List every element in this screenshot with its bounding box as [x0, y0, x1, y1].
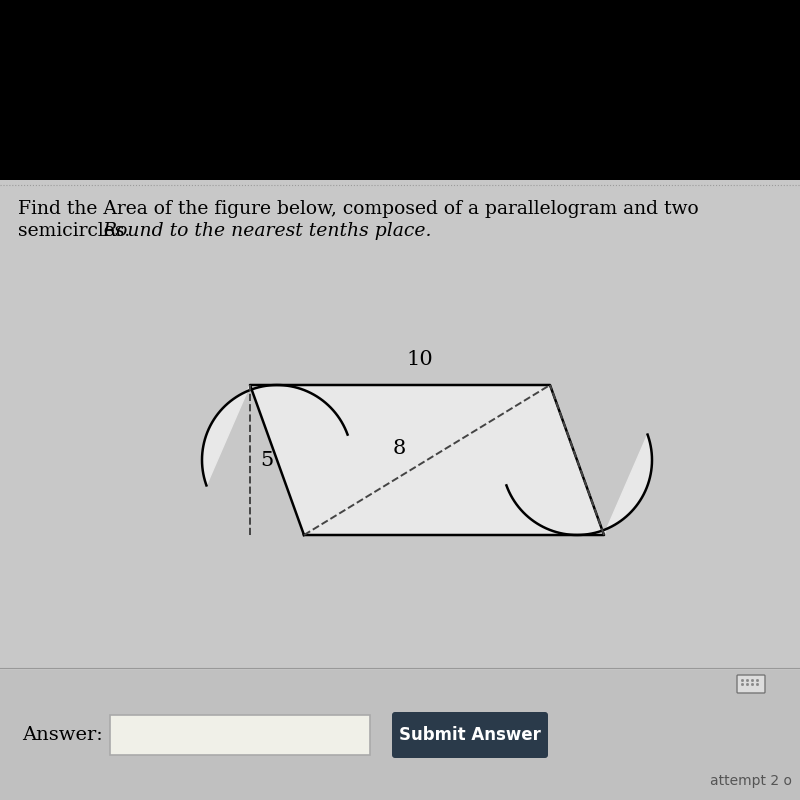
Text: 10: 10 — [406, 350, 434, 369]
Text: semicircles.: semicircles. — [18, 222, 136, 240]
Polygon shape — [250, 385, 604, 535]
Polygon shape — [506, 434, 652, 535]
Text: Find the Area of the figure below, composed of a parallelogram and two: Find the Area of the figure below, compo… — [18, 200, 698, 218]
Text: attempt 2 o: attempt 2 o — [710, 774, 792, 788]
Text: 5: 5 — [260, 450, 274, 470]
FancyBboxPatch shape — [737, 675, 765, 693]
Bar — [0, 0, 800, 180]
Text: Submit Answer: Submit Answer — [399, 726, 541, 744]
Bar — [0, 670, 800, 800]
Bar — [0, 180, 800, 670]
Text: Answer:: Answer: — [22, 726, 102, 744]
Polygon shape — [202, 385, 347, 486]
FancyBboxPatch shape — [392, 712, 548, 758]
Text: 8: 8 — [392, 438, 406, 458]
Bar — [110, 715, 370, 755]
Text: Round to the nearest tenths place.: Round to the nearest tenths place. — [102, 222, 431, 240]
